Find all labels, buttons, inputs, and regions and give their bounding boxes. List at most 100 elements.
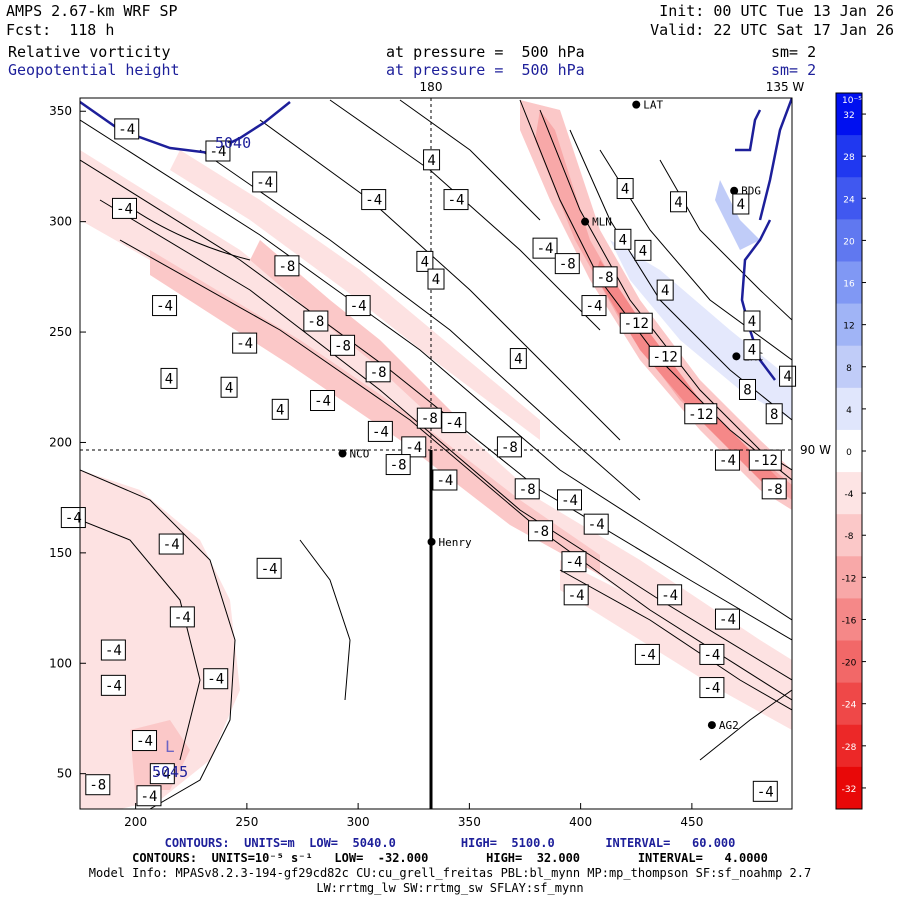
height-contour-info: CONTOURS: UNITS=m LOW= 5040.0 HIGH= 5100… — [164, 836, 736, 850]
contour-label-box — [684, 403, 718, 425]
contour-label: -4 — [100, 639, 126, 661]
contour-label: -4 — [100, 674, 126, 696]
contour-label: -4 — [367, 420, 393, 442]
contour-label-box — [367, 420, 393, 442]
contour-label-value: -4 — [703, 647, 720, 663]
contour-label-value: -4 — [661, 588, 678, 604]
contour-label-value: -4 — [719, 453, 736, 469]
contour-label-value: -8 — [334, 338, 351, 354]
contour-label-box — [232, 332, 258, 354]
contour-label: -4 — [443, 189, 469, 211]
contour-label-box — [416, 250, 434, 272]
y-tick-label: 350 — [49, 104, 72, 118]
field2-smoothing: sm= 2 — [771, 61, 817, 79]
contour-label: -4 — [169, 606, 195, 628]
station-marker — [427, 537, 436, 546]
contour-label: -8 — [330, 334, 356, 356]
contour-label-value: -12 — [624, 316, 649, 332]
contour-label: -4 — [634, 643, 660, 665]
contour-label: 4 — [634, 239, 652, 261]
contour-label: 8 — [739, 378, 756, 400]
y-tick-label: 150 — [49, 546, 72, 560]
contour-label-value: 4 — [783, 369, 791, 385]
contour-label: 4 — [160, 367, 178, 389]
station-marker — [581, 217, 590, 226]
contour-label: -4 — [699, 643, 725, 665]
contour-label: -4 — [252, 171, 278, 193]
contour-label-value: -4 — [757, 784, 774, 800]
contour-label-value: -4 — [445, 416, 462, 432]
contour-label-box — [114, 118, 140, 140]
field1-smoothing: sm= 2 — [771, 43, 817, 61]
model-info: Model Info: MPASv8.2.3-194-gf29cd82c CU:… — [88, 866, 812, 880]
contour-label-box — [714, 608, 740, 630]
contour-label-box — [310, 390, 336, 412]
contour-label-value: -4 — [703, 681, 720, 697]
contour-label-value: -4 — [561, 493, 578, 509]
contour-label-box — [271, 398, 289, 420]
contour-label: -4 — [205, 140, 231, 162]
contour-label: -8 — [514, 478, 540, 500]
x-tick-label: 400 — [569, 815, 592, 829]
contour-label: 8 — [765, 403, 783, 425]
model-title: AMPS 2.67-km WRF SP — [6, 2, 178, 20]
forecast-hour: Fcst: 118 h — [6, 21, 115, 39]
contour-label-value: -4 — [719, 612, 736, 628]
y-tick-label: 100 — [49, 656, 72, 670]
colorbar-label: 0 — [846, 448, 852, 458]
station-marker — [732, 352, 741, 361]
contour-label-box — [752, 780, 778, 802]
vorticity-field — [80, 98, 792, 809]
contour-label-box — [699, 643, 725, 665]
contour-label-value: -4 — [210, 144, 227, 160]
contour-label: -4 — [441, 412, 467, 434]
contour-label-value: 4 — [639, 243, 647, 259]
station-label: AG2 — [719, 719, 739, 732]
contour-label-value: 4 — [421, 254, 429, 270]
contour-label-value: -4 — [105, 643, 122, 659]
contour-label-box — [361, 189, 387, 211]
contour-label-value: -4 — [405, 440, 422, 456]
contour-label-value: -4 — [207, 672, 224, 688]
contour-label-box — [330, 334, 356, 356]
colorbar-swatch — [836, 682, 862, 726]
contour-label-box — [203, 668, 229, 690]
contour-label-value: -8 — [421, 411, 438, 427]
contour-label: -4 — [714, 449, 740, 471]
contour-label: -8 — [592, 266, 618, 288]
contour-label-value: 4 — [165, 371, 173, 387]
colorbar-label: -4 — [845, 490, 854, 500]
contour-label-box — [149, 763, 175, 785]
contour-label-value: -4 — [141, 789, 158, 805]
contour-label: -4 — [256, 557, 282, 579]
contour-label: -8 — [303, 310, 329, 332]
contour-label-value: -4 — [154, 767, 171, 783]
contour-labels-layer: -4 -4 -4 4 -4 -4 -4 -8 -4 -8 4 -4 -8 4 -4 -8 -4 4 -4 -8 -4 -4… — [60, 118, 797, 807]
contour-label-box — [152, 295, 178, 317]
contour-label-value: -8 — [597, 270, 614, 286]
y-tick-label: 250 — [49, 325, 72, 339]
y-tick-label: 200 — [49, 435, 72, 449]
contour-label-value: -8 — [501, 440, 518, 456]
contour-label-value: -4 — [118, 122, 135, 138]
contour-label-box — [423, 149, 441, 171]
contour-label-box — [256, 557, 282, 579]
contour-label-box — [743, 310, 761, 332]
colorbar-swatch — [836, 303, 862, 347]
contour-label: -4 — [345, 295, 371, 317]
contour-label: -12 — [748, 449, 782, 471]
colorbar-label: 12 — [843, 322, 854, 332]
contour-label: -4 — [583, 513, 609, 535]
contour-label-value: 8 — [770, 407, 778, 423]
colorbar-swatch — [836, 640, 862, 684]
contour-label: -4 — [114, 118, 140, 140]
contour-label: -4 — [152, 295, 178, 317]
contour-label-box — [365, 361, 391, 383]
contour-label-box — [583, 513, 609, 535]
colorbar-swatch — [836, 598, 862, 642]
contour-label-value: -4 — [105, 678, 122, 694]
contour-label-value: 4 — [619, 232, 627, 248]
contour-label-box — [496, 436, 522, 458]
contour-label: -4 — [149, 763, 175, 785]
colorbar-swatch — [836, 766, 862, 810]
